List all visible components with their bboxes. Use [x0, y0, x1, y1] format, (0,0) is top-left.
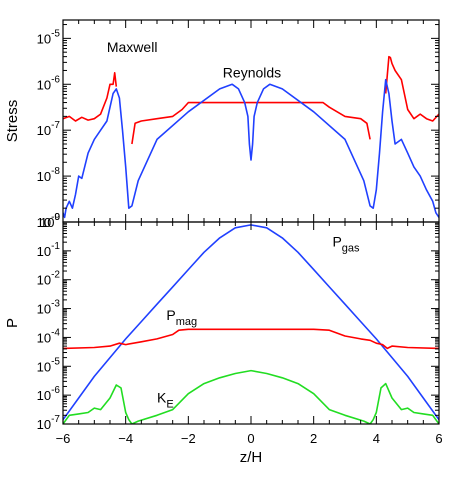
- pressure-y-axis-label: P: [4, 318, 21, 328]
- stress-panel: 10-9 10-8 10-7 10-6 10-5 Stress Maxwell Reynold…: [4, 19, 440, 230]
- stress-y-tick-label: 10-8: [37, 166, 61, 184]
- series-line-maxwell: [63, 55, 439, 145]
- annotation-ke: KE: [157, 389, 174, 410]
- pressure-y-tick-label: 10-4: [37, 327, 61, 345]
- stress-y-tick-label: 10-5: [37, 28, 61, 46]
- pressure-panel: 10-7 10-6 10-5 10-4 10-3 10-2 10-1 100 −6 −4 −2 0 2 4…: [4, 212, 443, 466]
- x-tick-label: −4: [118, 431, 133, 446]
- pressure-y-tick-label: 100: [40, 212, 60, 230]
- series-line-reynolds: [63, 78, 439, 219]
- pressure-y-tick-label: 10-5: [37, 356, 61, 374]
- stress-y-tick-label: 10-6: [37, 74, 61, 92]
- x-tick-label: 0: [247, 431, 254, 446]
- pressure-y-tick-label: 10-7: [37, 414, 61, 432]
- x-tick-label: 4: [373, 431, 380, 446]
- stress-series-group: [63, 55, 439, 219]
- annotation-pgas: Pgas: [332, 234, 360, 255]
- x-axis-label: z/H: [240, 449, 263, 466]
- series-line-pmag: [63, 328, 439, 350]
- x-tick-label: 2: [310, 431, 317, 446]
- stress-y-axis-label: Stress: [4, 100, 21, 143]
- annotation-reynolds: Reynolds: [223, 64, 281, 80]
- pressure-y-tick-label: 10-6: [37, 385, 61, 403]
- x-tick-label: 6: [435, 431, 442, 446]
- pressure-series-group: [63, 224, 439, 424]
- stress-y-tick-label: 10-9: [37, 212, 61, 230]
- pressure-x-ticks: [62, 222, 440, 424]
- pressure-y-tick-label: 10-3: [37, 299, 61, 317]
- series-line-pgas: [63, 224, 439, 421]
- pressure-y-tick-label: 10-2: [37, 270, 61, 288]
- stress-x-ticks: [62, 20, 440, 222]
- pressure-y-ticks: [63, 221, 439, 425]
- pressure-plot-frame: [62, 221, 440, 425]
- stress-y-tick-label: 10-7: [37, 120, 61, 138]
- pressure-y-tick-label: 10-1: [37, 241, 61, 259]
- annotation-maxwell: Maxwell: [107, 39, 158, 55]
- series-line-ke: [63, 369, 439, 424]
- annotation-pmag: Pmag: [166, 307, 197, 328]
- x-tick-label: −2: [181, 431, 196, 446]
- x-tick-label: −6: [56, 431, 71, 446]
